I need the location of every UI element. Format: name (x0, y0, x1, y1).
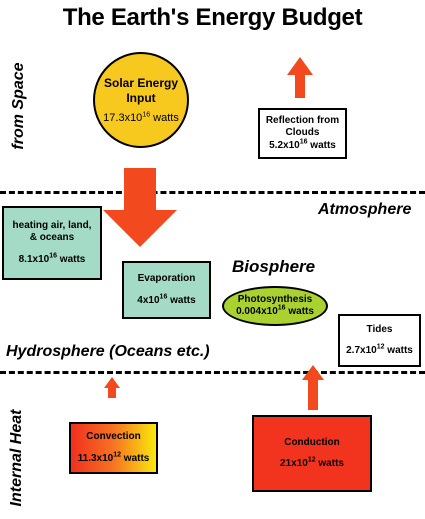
photosynthesis-node: Photosynthesis 0.004x1016 watts (222, 286, 328, 326)
conduction-value: 21x10 (280, 458, 308, 469)
atmosphere-label: Atmosphere (318, 201, 412, 218)
heating-unit: watts (57, 253, 86, 265)
hydrosphere-boundary-line (0, 371, 425, 374)
internal-heat-label: Internal Heat (8, 409, 25, 507)
conduction-label: Conduction (284, 436, 340, 448)
reflection-label-line2: Clouds (285, 127, 320, 139)
tides-label: Tides (366, 323, 393, 335)
heating-node: heating air, land, & oceans 8.1x1016 watt… (2, 206, 102, 280)
solar-down-arrow (103, 168, 177, 247)
convection-unit: watts (121, 452, 150, 464)
convection-value: 11.3x10 (77, 452, 114, 464)
evaporation-node: Evaporation 4x1016 watts (122, 261, 211, 319)
photosynthesis-value: 0.004x10 (236, 306, 278, 317)
solar-label-line2: Input (126, 90, 156, 105)
heating-label-line2: & oceans (29, 232, 75, 244)
tides-exponent: 12 (376, 343, 385, 351)
solar-exponent: 16 (142, 111, 151, 119)
heating-value: 8.1x10 (18, 253, 50, 265)
tides-value: 2.7x10 (346, 345, 377, 356)
reflection-label-line1: Reflection from (265, 114, 340, 126)
conduction-exponent: 12 (307, 456, 316, 464)
reflection-node: Reflection from Clouds 5.2x1016 watts (258, 108, 347, 159)
page-title: The Earth's Energy Budget (62, 4, 363, 31)
reflection-exponent: 16 (299, 138, 308, 146)
reflection-up-arrow (287, 57, 313, 98)
atmosphere-boundary-line (0, 191, 425, 194)
convection-up-arrow (104, 377, 120, 398)
biosphere-label: Biosphere (232, 257, 316, 276)
solar-unit: watts (150, 111, 179, 124)
evaporation-value: 4x10 (137, 294, 160, 306)
conduction-node: Conduction 21x1012 watts (252, 415, 372, 492)
convection-exponent: 12 (113, 451, 122, 459)
photosynthesis-label: Photosynthesis (237, 294, 313, 305)
conduction-unit: watts (315, 458, 344, 469)
evaporation-exponent: 16 (159, 293, 168, 301)
reflection-unit: watts (307, 139, 336, 151)
tides-unit: watts (384, 345, 413, 356)
solar-label-line1: Solar Energy (103, 76, 179, 91)
from-space-label: from Space (10, 62, 27, 150)
reflection-value: 5.2x10 (269, 139, 300, 151)
evaporation-unit: watts (167, 294, 196, 306)
convection-label: Convection (86, 431, 141, 442)
photosynthesis-unit: watts (285, 306, 314, 317)
photosynthesis-exponent: 16 (277, 304, 286, 312)
heating-exponent: 16 (49, 252, 58, 260)
evaporation-label: Evaporation (137, 273, 196, 284)
convection-node: Convection 11.3x1012 watts (69, 422, 158, 474)
heating-label-line1: heating air, land, (12, 219, 92, 231)
tides-node: Tides 2.7x1012 watts (338, 314, 421, 367)
hydrosphere-label: Hydrosphere (Oceans etc.) (6, 343, 210, 360)
solar-value: 17.3x10 (103, 111, 143, 124)
solar-energy-input-node: Solar Energy Input 17.3x1016 watts (93, 52, 189, 148)
